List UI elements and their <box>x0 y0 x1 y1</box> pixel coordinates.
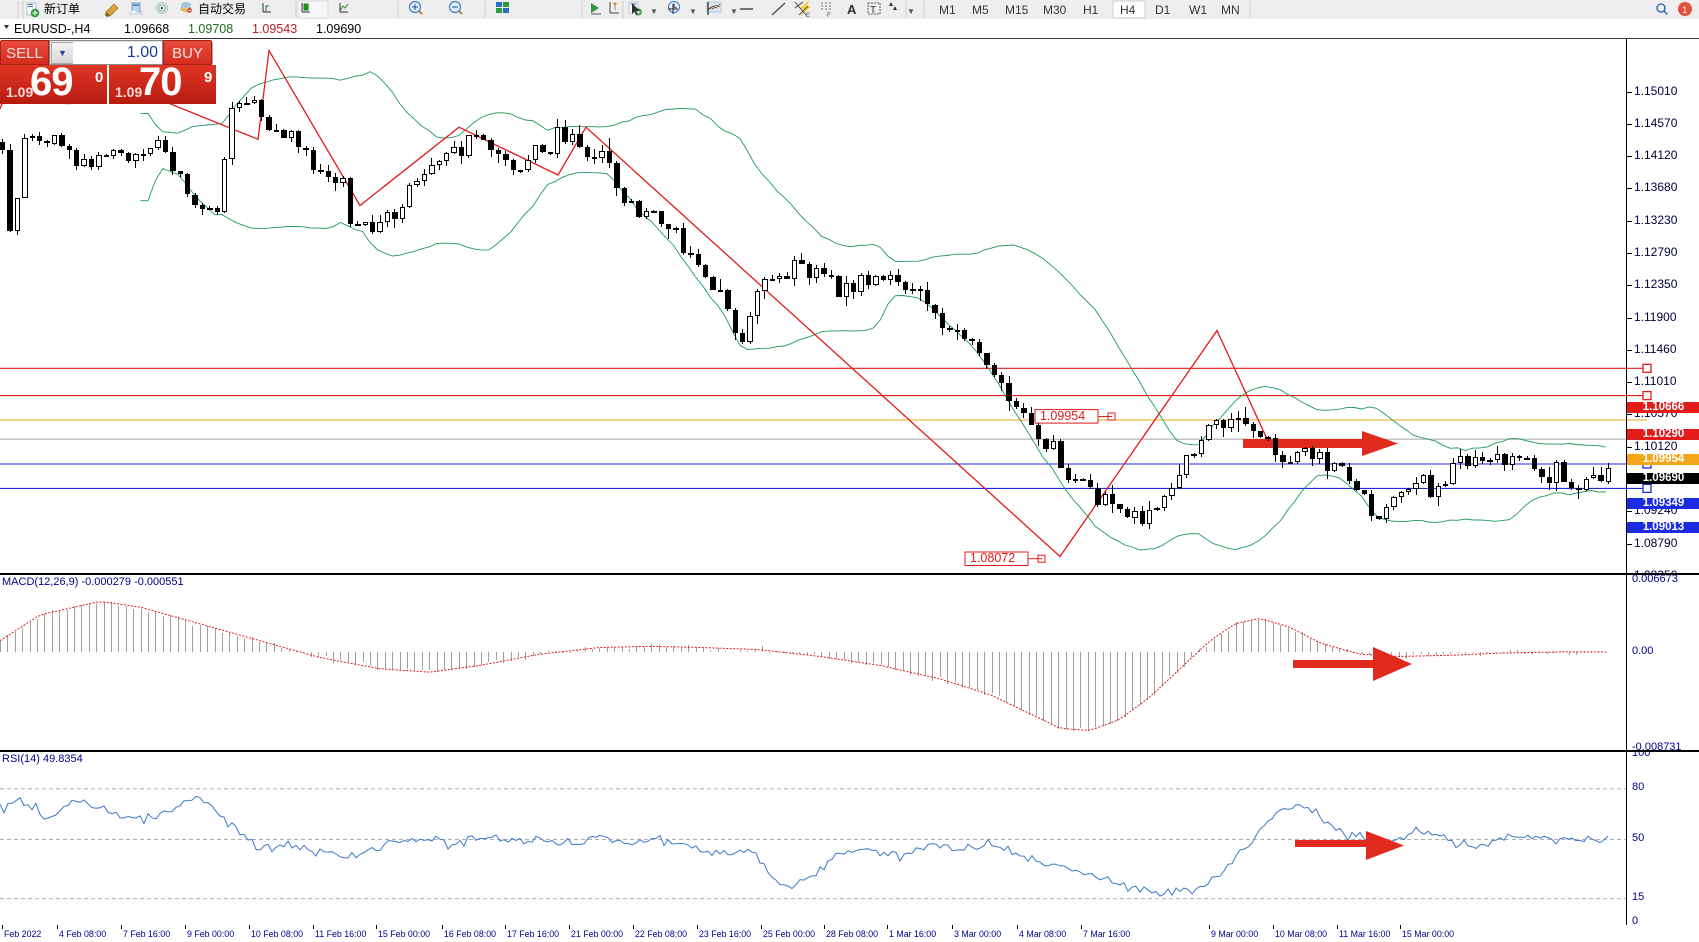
svg-text:D1: D1 <box>1155 3 1171 17</box>
svg-text:M30: M30 <box>1043 3 1067 17</box>
svg-text:1: 1 <box>1682 5 1687 15</box>
svg-text:W1: W1 <box>1189 3 1207 17</box>
svg-text:M5: M5 <box>972 3 989 17</box>
svg-text:1.09690: 1.09690 <box>316 22 361 36</box>
svg-text:M15: M15 <box>1005 3 1029 17</box>
svg-text:T: T <box>870 5 876 16</box>
svg-text:▼: ▼ <box>689 7 697 16</box>
svg-text:1.09708: 1.09708 <box>188 22 233 36</box>
svg-text:自动交易: 自动交易 <box>198 1 246 16</box>
svg-text:MN: MN <box>1221 3 1240 17</box>
svg-text:▼: ▼ <box>650 7 658 16</box>
svg-text:▼: ▼ <box>730 7 738 16</box>
svg-text:1.09668: 1.09668 <box>124 22 169 36</box>
svg-text:▼: ▼ <box>907 7 915 16</box>
svg-text:1.09543: 1.09543 <box>252 22 297 36</box>
svg-text:新订单: 新订单 <box>44 1 80 16</box>
svg-text:A: A <box>847 2 857 17</box>
svg-text:M1: M1 <box>939 3 956 17</box>
svg-text:H1: H1 <box>1083 3 1099 17</box>
svg-text:EURUSD-,H4: EURUSD-,H4 <box>14 22 90 36</box>
svg-text:H4: H4 <box>1120 3 1136 17</box>
